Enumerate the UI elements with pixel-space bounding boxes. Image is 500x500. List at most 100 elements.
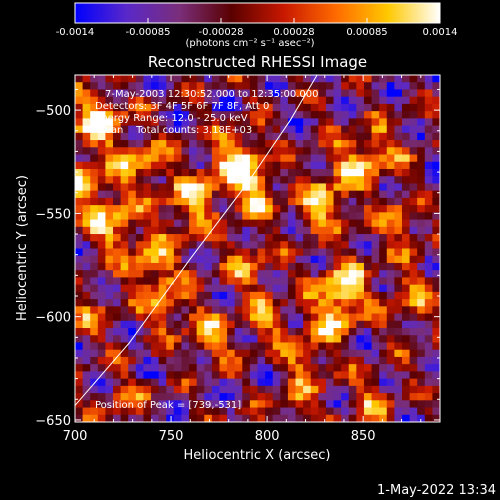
- heatmap-cell: [318, 219, 327, 228]
- heatmap-cell: [371, 407, 380, 416]
- heatmap-cell: [242, 414, 251, 422]
- heatmap-cell: [211, 241, 221, 250]
- heatmap-cell: [249, 103, 259, 112]
- heatmap-cell: [325, 393, 335, 401]
- heatmap-cell: [280, 364, 289, 372]
- heatmap-cell: [173, 248, 183, 257]
- heatmap-cell: [120, 356, 129, 365]
- heatmap-cell: [219, 125, 228, 134]
- heatmap-cell: [158, 190, 167, 199]
- heatmap-cell: [363, 234, 373, 242]
- heatmap-cell: [166, 342, 175, 351]
- heatmap-cell: [318, 75, 327, 83]
- heatmap-cell: [75, 75, 84, 83]
- heatmap-cell: [386, 234, 395, 242]
- heatmap-cell: [333, 393, 342, 401]
- heatmap-cell: [280, 140, 289, 148]
- heatmap-cell: [394, 400, 403, 409]
- heatmap-cell: [75, 96, 84, 105]
- heatmap-cell: [409, 197, 418, 206]
- heatmap-cell: [211, 255, 221, 264]
- heatmap-cell: [432, 118, 440, 127]
- heatmap-cell: [181, 299, 190, 307]
- heatmap-cell: [409, 75, 418, 83]
- heatmap-cell: [173, 262, 183, 271]
- heatmap-cell: [417, 154, 426, 163]
- heatmap-cell: [181, 89, 190, 98]
- heatmap-cell: [242, 89, 251, 98]
- heatmap-cell: [310, 111, 319, 119]
- heatmap-cell: [318, 393, 327, 401]
- heatmap-cell: [242, 306, 251, 315]
- heatmap-cell: [424, 371, 433, 380]
- heatmap-cell: [432, 306, 440, 315]
- heatmap-cell: [257, 291, 266, 300]
- heatmap-cell: [113, 132, 122, 141]
- heatmap-cell: [128, 385, 137, 394]
- heatmap-cell: [379, 197, 388, 206]
- heatmap-cell: [189, 140, 198, 148]
- heatmap-cell: [158, 176, 167, 185]
- heatmap-cell: [249, 364, 259, 372]
- heatmap-cell: [272, 400, 281, 409]
- heatmap-cell: [333, 140, 342, 148]
- heatmap-cell: [424, 168, 433, 177]
- heatmap-cell: [189, 270, 198, 279]
- heatmap-cell: [166, 262, 175, 271]
- heatmap-cell: [280, 291, 289, 300]
- heatmap-cell: [166, 284, 175, 293]
- heatmap-cell: [341, 414, 350, 422]
- heatmap-cell: [120, 241, 129, 250]
- heatmap-cell: [394, 299, 403, 307]
- heatmap-cell: [181, 277, 190, 286]
- heatmap-cell: [341, 393, 350, 401]
- heatmap-cell: [120, 299, 129, 307]
- heatmap-cell: [363, 385, 373, 394]
- heatmap-cell: [143, 284, 152, 293]
- heatmap-cell: [97, 118, 107, 127]
- heatmap-cell: [265, 262, 274, 271]
- y-axis-label: Heliocentric Y (arcsec): [15, 175, 30, 321]
- heatmap-cell: [105, 349, 114, 358]
- heatmap-cell: [173, 393, 183, 401]
- heatmap-cell: [173, 111, 183, 119]
- heatmap-cell: [135, 364, 145, 372]
- heatmap-cell: [196, 270, 205, 279]
- heatmap-cell: [257, 219, 266, 228]
- heatmap-cell: [287, 234, 297, 242]
- heatmap-cell: [386, 125, 395, 134]
- heatmap-cell: [166, 299, 175, 307]
- heatmap-cell: [287, 320, 297, 329]
- heatmap-cell: [234, 212, 243, 221]
- heatmap-cell: [113, 161, 122, 170]
- heatmap-cell: [204, 277, 213, 286]
- heatmap-cell: [120, 212, 129, 221]
- heatmap-cell: [265, 118, 274, 127]
- heatmap-cell: [113, 270, 122, 279]
- heatmap-cell: [90, 356, 99, 365]
- heatmap-cell: [196, 248, 205, 257]
- heatmap-cell: [105, 270, 114, 279]
- heatmap-cell: [379, 342, 388, 351]
- heatmap-cell: [219, 140, 228, 148]
- heatmap-cell: [90, 342, 99, 351]
- heatmap-cell: [189, 154, 198, 163]
- heatmap-cell: [265, 407, 274, 416]
- heatmap-cell: [318, 190, 327, 199]
- heatmap-cell: [105, 400, 114, 409]
- heatmap-cell: [325, 349, 335, 358]
- heatmap-cell: [135, 356, 145, 365]
- heatmap-cell: [325, 82, 335, 91]
- heatmap-cell: [196, 226, 205, 235]
- heatmap-cell: [371, 75, 380, 83]
- heatmap-cell: [97, 190, 107, 199]
- heatmap-cell: [249, 400, 259, 409]
- heatmap-cell: [227, 125, 236, 134]
- heatmap-cell: [432, 89, 440, 98]
- heatmap-cell: [234, 168, 243, 177]
- heatmap-cell: [333, 168, 342, 177]
- heatmap-cell: [303, 205, 312, 213]
- heatmap-cell: [113, 234, 122, 242]
- heatmap-cell: [371, 226, 380, 235]
- heatmap-cell: [135, 342, 145, 351]
